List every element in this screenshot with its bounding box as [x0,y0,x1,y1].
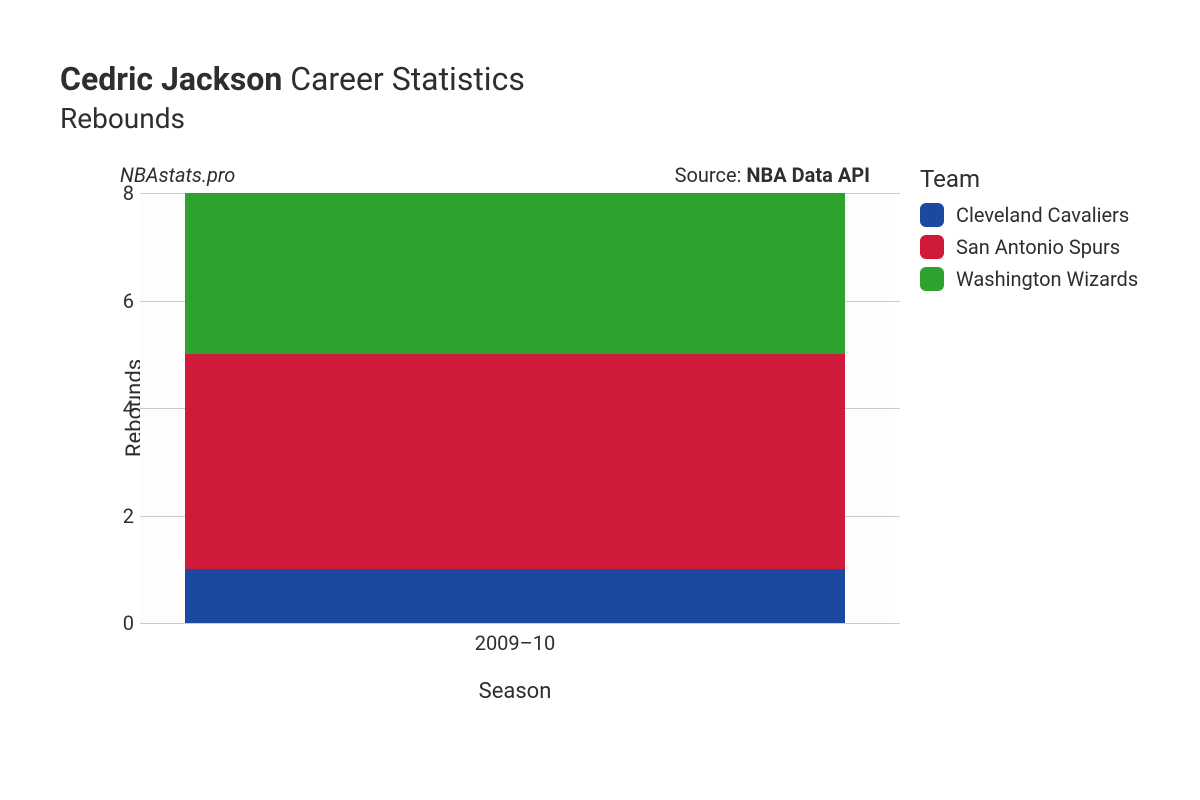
chart-subtitle: Rebounds [60,102,1160,135]
y-tick-label: 2 [110,504,134,528]
source-name: NBA Data API [746,163,870,187]
y-tick-label: 0 [110,611,134,635]
chart-container: Cedric Jackson Career Statistics Rebound… [0,0,1200,800]
legend-item: San Antonio Spurs [920,235,1138,259]
plot-area: 024682009–10Season [140,193,890,623]
legend-item: Washington Wizards [920,267,1138,291]
title-player-name: Cedric Jackson [60,60,282,98]
y-tick-label: 6 [110,289,134,313]
y-tick-label: 8 [110,181,134,205]
title-suffix: Career Statistics [282,60,525,98]
legend-label: San Antonio Spurs [956,235,1120,259]
source-label: Source: NBA Data API [675,163,870,187]
chart-title: Cedric Jackson Career Statistics [60,60,1160,98]
legend-label: Cleveland Cavaliers [956,203,1129,227]
legend-swatch [920,235,944,259]
source-prefix: Source: [675,163,747,187]
bar-segment [185,193,845,354]
y-tick-label: 4 [110,396,134,420]
grid-line [140,623,900,624]
legend-item: Cleveland Cavaliers [920,203,1138,227]
x-axis-label: Season [415,679,615,704]
meta-row: NBAstats.pro Source: NBA Data API [120,163,870,187]
legend-label: Washington Wizards [956,267,1138,291]
legend: Team Cleveland Cavaliers San Antonio Spur… [920,165,1138,299]
site-name: NBAstats.pro [120,163,235,187]
legend-swatch [920,267,944,291]
bar-segment [185,569,845,623]
x-tick-label: 2009–10 [415,631,615,655]
bar-segment [185,354,845,569]
legend-swatch [920,203,944,227]
legend-title: Team [920,165,1138,193]
